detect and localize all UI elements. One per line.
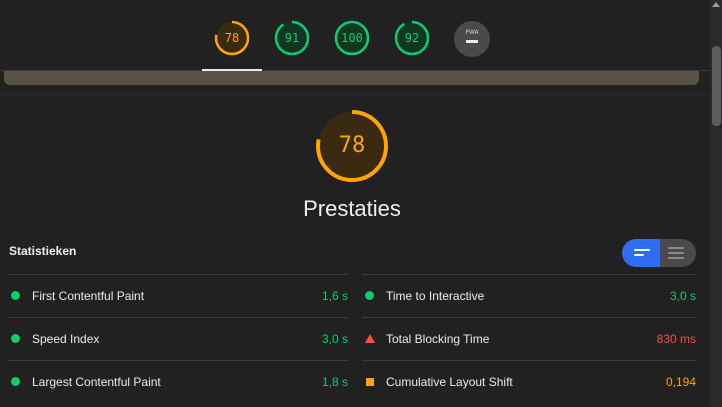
- pass-dot-icon: [365, 291, 374, 300]
- screenshot-strip: [4, 71, 699, 85]
- metric-row: Largest Contentful Paint 1,8 s: [8, 360, 348, 403]
- table-view-icon[interactable]: [660, 239, 696, 267]
- pass-dot-icon: [11, 377, 20, 386]
- gauge-ring-icon: [334, 20, 370, 56]
- metrics-left-column: First Contentful Paint 1,6 s Speed Index…: [8, 274, 348, 403]
- metric-row: Cumulative Layout Shift 0,194: [362, 360, 696, 403]
- metric-value: 830 ms: [656, 332, 696, 346]
- metric-label: Cumulative Layout Shift: [386, 375, 513, 389]
- metric-value: 3,0 s: [321, 332, 348, 346]
- active-tab-indicator: [202, 69, 262, 71]
- metric-label: First Contentful Paint: [32, 289, 145, 303]
- performance-score: 78: [338, 133, 366, 158]
- tab-pwa[interactable]: PWA: [454, 21, 490, 57]
- metric-label: Total Blocking Time: [386, 332, 490, 346]
- metric-value: 1,6 s: [321, 289, 348, 303]
- fail-triangle-icon: [365, 334, 375, 343]
- divider: [0, 94, 710, 95]
- score-tab-bar: 78 91 100 92 PWA: [0, 0, 710, 71]
- metric-row: Speed Index 3,0 s: [8, 317, 348, 360]
- gauge-ring-icon: [274, 20, 310, 56]
- metric-row: Total Blocking Time 830 ms: [362, 317, 696, 360]
- gauge-ring-icon: [316, 110, 388, 182]
- pass-dot-icon: [11, 291, 20, 300]
- scroll-up-arrow-icon[interactable]: [712, 2, 720, 7]
- score-value: 100: [341, 31, 363, 45]
- metric-label: Largest Contentful Paint: [32, 375, 161, 389]
- metrics-view-toggle[interactable]: [622, 239, 696, 267]
- metric-label: Time to Interactive: [386, 289, 485, 303]
- pwa-label: PWA: [465, 29, 479, 36]
- statistics-heading: Statistieken: [9, 244, 77, 258]
- category-title: Prestaties: [303, 196, 401, 221]
- metric-value: 0,194: [665, 375, 696, 389]
- performance-gauge: 78: [315, 109, 389, 183]
- dash-icon: [466, 40, 478, 43]
- list-view-icon[interactable]: [622, 239, 660, 267]
- tab-performance[interactable]: 78: [214, 20, 250, 56]
- tab-best-practices[interactable]: 100: [334, 20, 370, 56]
- score-value: 91: [284, 31, 300, 45]
- pass-dot-icon: [11, 334, 20, 343]
- metric-label: Speed Index: [32, 332, 100, 346]
- metric-row: First Contentful Paint 1,6 s: [8, 274, 348, 317]
- score-value: 92: [404, 31, 420, 45]
- average-square-icon: [366, 378, 374, 386]
- scrollbar-thumb[interactable]: [712, 46, 721, 126]
- tab-accessibility[interactable]: 91: [274, 20, 310, 56]
- metric-row: Time to Interactive 3,0 s: [362, 274, 696, 317]
- tab-seo[interactable]: 92: [394, 20, 430, 56]
- metric-value: 1,8 s: [321, 375, 348, 389]
- metric-value: 3,0 s: [669, 289, 696, 303]
- score-value: 78: [224, 31, 240, 45]
- gauge-ring-icon: [394, 20, 430, 56]
- metrics-right-column: Time to Interactive 3,0 s Total Blocking…: [362, 274, 696, 403]
- gauge-ring-icon: [214, 20, 250, 56]
